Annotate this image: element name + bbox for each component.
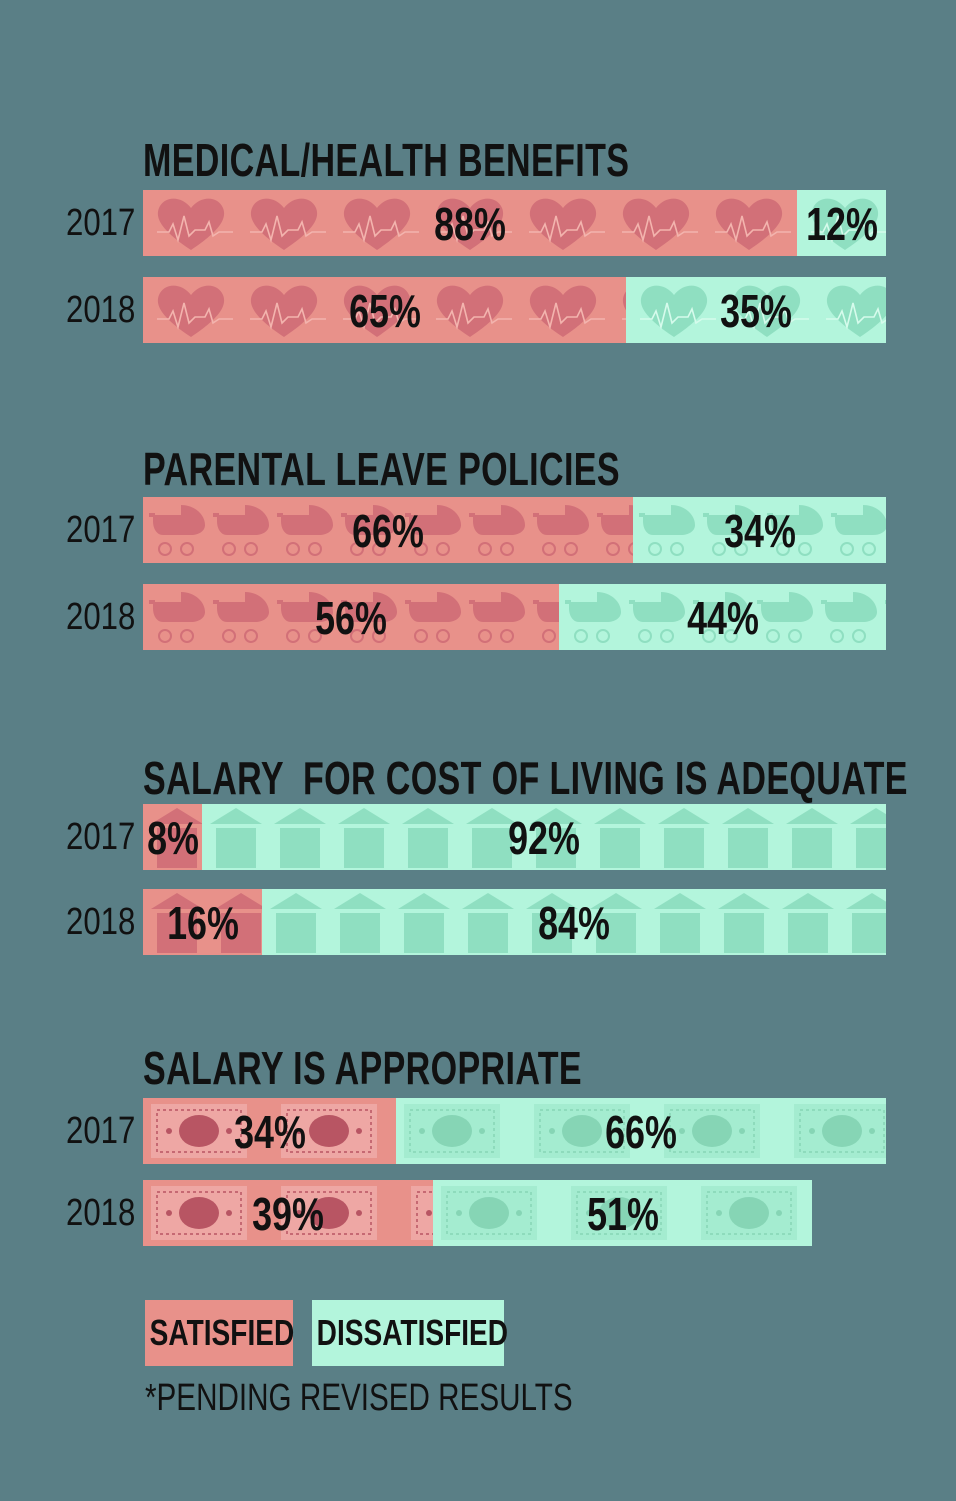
year-label: 2017 — [66, 1110, 136, 1152]
data-label: 44% — [686, 592, 759, 644]
data-label: 34% — [233, 1106, 306, 1158]
money-icon — [404, 1104, 886, 1158]
year-label: 2018 — [66, 1192, 136, 1234]
data-label: 12% — [805, 198, 878, 250]
heart-icon — [640, 285, 886, 337]
data-label: 39% — [252, 1188, 324, 1240]
bar-segment-satisfied — [143, 584, 559, 650]
bar-segment-satisfied — [143, 277, 626, 343]
house-icon — [270, 893, 886, 953]
data-label: 35% — [720, 285, 792, 337]
data-label: 66% — [352, 505, 424, 557]
legend-satisfied: SATISFIED — [145, 1300, 295, 1366]
bar-segment-dissatisfied — [559, 584, 886, 650]
bar-segment-dissatisfied — [633, 497, 886, 563]
chart-title: MEDICAL/HEALTH BENEFITS — [143, 134, 630, 186]
year-label: 2017 — [66, 509, 136, 551]
year-label: 2018 — [66, 596, 136, 638]
footnote: *PENDING REVISED RESULTS — [145, 1377, 573, 1419]
bar-segment-satisfied — [143, 804, 202, 870]
year-label: 2017 — [66, 202, 136, 244]
bar-row: 2018 65% 35% — [0, 277, 956, 343]
chart-title: PARENTAL LEAVE POLICIES — [143, 443, 620, 495]
bar-segment-satisfied — [143, 190, 797, 256]
heart-icon — [157, 285, 626, 337]
bar-segment-dissatisfied — [433, 1180, 812, 1246]
money-icon — [441, 1186, 797, 1240]
bar-segment-satisfied — [143, 1098, 396, 1164]
bar-segment-satisfied — [143, 1180, 433, 1246]
bar-row: 2017 88% 12% — [0, 190, 956, 256]
bar-segment-dissatisfied — [262, 889, 886, 955]
data-label: 56% — [315, 592, 387, 644]
money-icon — [151, 1186, 433, 1240]
data-label: 88% — [434, 198, 506, 250]
money-icon — [151, 1104, 377, 1158]
data-label: 65% — [348, 285, 421, 337]
year-label: 2018 — [66, 289, 136, 331]
bar-segment-satisfied — [143, 497, 633, 563]
bar-row: 2018 39% — [0, 1180, 956, 1246]
legend-dissatisfied-label: DISSATISFIED — [316, 1312, 509, 1353]
bar-row: 2017 — [0, 497, 956, 563]
bar-row: 2017 34% — [0, 1098, 956, 1164]
stroller-icon — [149, 505, 633, 556]
stroller-icon — [565, 592, 886, 643]
bar-segment-dissatisfied — [797, 190, 886, 256]
bar-segment-dissatisfied — [626, 277, 886, 343]
data-label: 92% — [508, 812, 580, 864]
bar-segment-dissatisfied — [396, 1098, 886, 1164]
house-icon — [210, 808, 886, 868]
heart-icon — [157, 198, 791, 250]
chart-title: SALARY IS APPROPRIATE — [143, 1042, 583, 1094]
data-label: 51% — [586, 1188, 659, 1240]
stroller-icon — [639, 505, 886, 556]
heart-icon — [811, 198, 886, 250]
house-icon — [151, 808, 202, 868]
bar-row: 2017 8% — [0, 804, 956, 870]
house-icon — [151, 893, 262, 953]
year-label: 2017 — [66, 816, 136, 858]
data-label: 16% — [166, 897, 239, 949]
data-label: 84% — [538, 897, 610, 949]
data-label: 34% — [723, 505, 796, 557]
legend-satisfied-label: SATISFIED — [149, 1312, 295, 1353]
year-label: 2018 — [66, 901, 136, 943]
bar-row: 2018 — [0, 584, 956, 650]
bar-row: 2018 16% — [0, 889, 956, 955]
chart-title: SALARY FOR COST OF LIVING IS ADEQUATE — [143, 752, 908, 804]
legend-dissatisfied: DISSATISFIED — [312, 1300, 508, 1366]
stroller-icon — [149, 592, 559, 643]
data-label: 8% — [146, 812, 199, 864]
bar-segment-dissatisfied — [202, 804, 886, 870]
data-label: 66% — [605, 1106, 677, 1158]
bar-segment-satisfied — [143, 889, 262, 955]
